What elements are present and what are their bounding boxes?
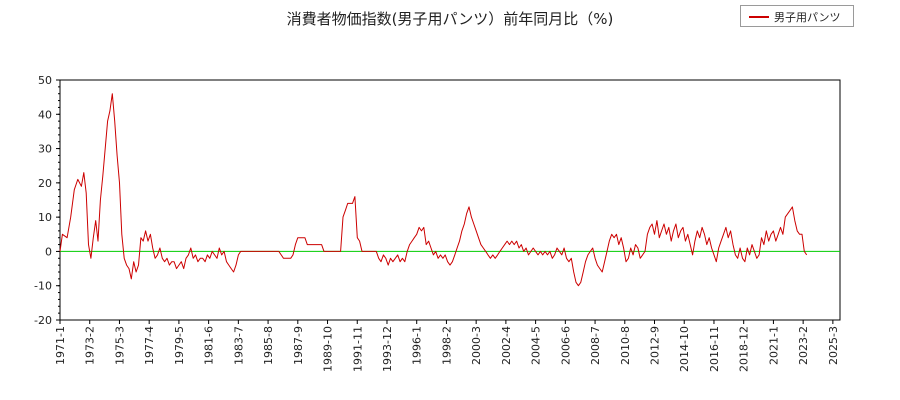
x-tick-label: 1983-7 — [232, 326, 245, 365]
legend: 男子用パンツ — [740, 5, 854, 27]
x-tick-label: 1993-12 — [381, 326, 394, 372]
x-tick-label: 1971-1 — [54, 326, 67, 365]
legend-label: 男子用パンツ — [774, 11, 841, 24]
legend-line-swatch — [749, 16, 769, 18]
x-tick-label: 2006-6 — [559, 326, 572, 365]
x-tick-label: 1979-5 — [173, 326, 186, 365]
x-tick-label: 1981-6 — [203, 326, 216, 365]
x-tick-label: 2014-10 — [678, 326, 691, 372]
y-tick-label: 20 — [38, 177, 52, 190]
plot-frame — [59, 79, 841, 321]
series-layer — [59, 93, 840, 287]
series-line-mens-pants — [59, 93, 808, 287]
x-tick-label: 2002-4 — [500, 326, 513, 365]
x-tick-label: 2016-11 — [708, 326, 721, 372]
y-tick-label: 40 — [38, 108, 52, 121]
x-tick-label: 2012-9 — [649, 326, 662, 365]
x-tick-label: 1973-2 — [84, 326, 97, 365]
x-tick-label: 2018-12 — [738, 326, 751, 372]
x-tick-label: 1975-3 — [113, 326, 126, 365]
y-tick-label: -10 — [34, 280, 52, 293]
y-tick-label: 30 — [38, 143, 52, 156]
x-tick-label: 2021-1 — [767, 326, 780, 365]
x-tick-label: 1977-4 — [143, 326, 156, 365]
y-tick-label: 10 — [38, 211, 52, 224]
x-tick-label: 2025-3 — [827, 326, 840, 365]
x-tick-label: 2023-2 — [797, 326, 810, 365]
x-tick-label: 1985-8 — [262, 326, 275, 365]
y-tick-label: 50 — [38, 74, 52, 87]
x-tick-label: 2008-7 — [589, 326, 602, 365]
x-tick-label: 2004-5 — [530, 326, 543, 365]
x-tick-label: 1991-11 — [351, 326, 364, 372]
y-tick-label: -20 — [34, 314, 52, 327]
chart-title: 消費者物価指数(男子用パンツ）前年同月比（%) — [286, 10, 614, 28]
y-tick-label: 0 — [45, 245, 52, 258]
x-tick-label: 2010-8 — [619, 326, 632, 365]
x-tick-label: 1989-10 — [322, 326, 335, 372]
x-tick-label: 1987-9 — [292, 326, 305, 365]
x-tick-label: 1998-2 — [440, 326, 453, 365]
x-tick-label: 2000-3 — [470, 326, 483, 365]
axes — [56, 79, 841, 324]
x-tick-label: 1996-1 — [411, 326, 424, 365]
